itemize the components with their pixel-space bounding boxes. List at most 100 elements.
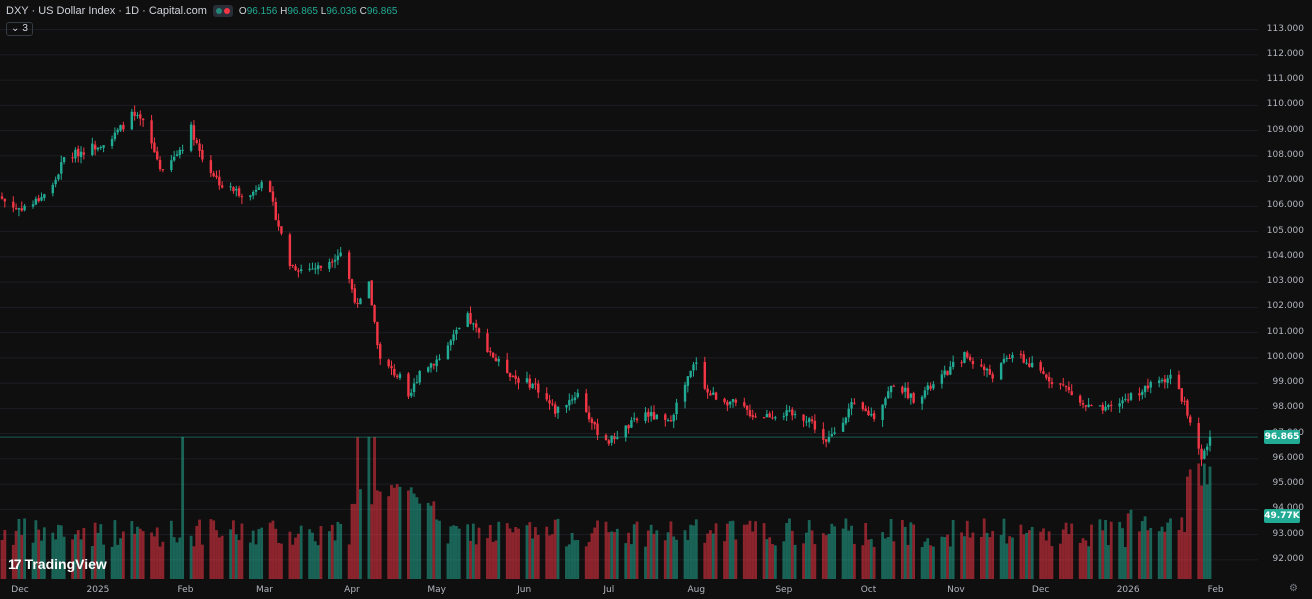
tradingview-logo[interactable]: 17 TradingView [8,556,107,572]
candle [1118,398,1121,413]
candle [415,375,419,384]
candle [1064,385,1068,392]
market-status-pill[interactable] [212,5,233,17]
candle [40,192,43,202]
candle [215,170,218,180]
volume-bar [709,530,712,579]
volume-bar [748,520,752,579]
volume-bar [435,519,439,579]
volume-bar [892,541,896,579]
volume-bar [762,523,766,579]
candle [906,382,910,400]
volume-bar [429,505,433,579]
volume-bar [903,526,907,579]
volume-bar [209,519,213,579]
candle [1124,393,1127,402]
volume-bar [178,537,182,579]
candle [968,353,972,362]
candle [633,412,636,423]
price-tick-label: 101.000 [1266,326,1304,337]
candle [576,388,579,399]
volume-bar [237,540,241,579]
symbol-title[interactable]: DXY · US Dollar Index · 1D · Capital.com [6,5,207,17]
candle [240,193,244,205]
price-tick-label: 96.000 [1272,452,1305,463]
volume-bar [703,542,707,579]
candle [630,417,633,429]
volume-bar [884,538,887,579]
volume-bar [663,540,667,579]
volume-bar [669,521,673,579]
candle [141,118,145,127]
volume-bar [486,538,489,579]
volume-bar [20,534,24,579]
volume-bar [861,545,865,579]
candle [1189,414,1192,426]
volume-bar [886,537,890,579]
candle [1028,357,1031,368]
candle [257,184,261,190]
volume-bar [813,544,817,579]
volume-bar [923,541,927,579]
time-tick-label: Sep [775,585,793,595]
volume-bar [308,529,312,579]
candle [830,427,833,437]
volume-bar [1078,542,1082,579]
candle [161,168,165,173]
price-tick-label: 100.000 [1266,351,1304,362]
volume-bar [821,533,825,579]
candle [51,182,55,197]
indicators-toggle-button[interactable]: ⌄ 3 [6,22,33,36]
price-tick-label: 108.000 [1266,149,1304,160]
volume-bar [260,527,264,579]
volume-bar [644,546,647,579]
candle [695,357,698,371]
price-tick-label: 104.000 [1266,250,1304,261]
candle [1129,392,1133,402]
tradingview-logo-icon: 17 [8,556,22,572]
candle [102,145,105,153]
candle [706,384,709,399]
volume-bar [1061,529,1065,579]
candle [774,415,777,421]
volume-bar [788,518,791,579]
candle [1126,393,1130,404]
candle [418,369,421,385]
volume-bar [646,530,650,579]
candle [847,403,850,423]
candle [887,386,890,399]
candle [288,232,292,270]
volume-bar [488,524,492,579]
volume-bar [573,540,577,579]
candle [728,400,732,408]
candle [771,410,774,420]
volume-bar [110,546,114,579]
candle [1203,448,1206,460]
volume-bar [940,536,944,579]
candle [316,262,320,275]
candle [553,401,557,418]
volume-bar [169,520,173,579]
candle [788,405,791,413]
volume-bar [1160,526,1164,579]
price-tick-label: 99.000 [1272,377,1305,388]
volume-bar [771,543,774,579]
candle [932,381,935,391]
volume-bar [1186,476,1189,579]
ohlc-values: O96.156 H96.865 L96.036 C96.865 [239,6,398,17]
volume-bar [491,541,495,579]
last-price-tag: 96.865 [1264,430,1300,445]
volume-bar [1106,545,1110,579]
candle [446,342,450,360]
volume-bar [353,503,357,579]
volume-bar [1126,513,1130,579]
volume-bar [373,436,376,579]
volume-bar [804,532,808,579]
volume-bar [570,532,574,579]
candle [669,415,673,422]
settings-gear-icon[interactable]: ⚙ [1289,583,1298,594]
candle [379,342,382,365]
candle [455,327,458,341]
